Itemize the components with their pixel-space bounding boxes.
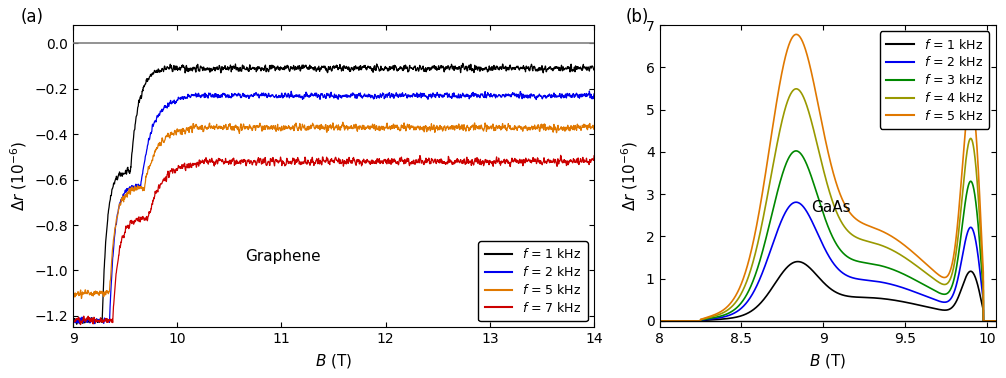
Text: (b): (b): [626, 8, 649, 26]
Text: GaAs: GaAs: [811, 200, 850, 215]
Text: (a): (a): [21, 8, 44, 26]
X-axis label: $B$ (T): $B$ (T): [809, 352, 846, 370]
Text: Graphene: Graphene: [245, 249, 321, 264]
Y-axis label: $\Delta r$ (10$^{-6}$): $\Delta r$ (10$^{-6}$): [8, 141, 29, 211]
Legend: $f$ = 1 kHz, $f$ = 2 kHz, $f$ = 3 kHz, $f$ = 4 kHz, $f$ = 5 kHz: $f$ = 1 kHz, $f$ = 2 kHz, $f$ = 3 kHz, $…: [880, 31, 989, 129]
Legend: $f$ = 1 kHz, $f$ = 2 kHz, $f$ = 5 kHz, $f$ = 7 kHz: $f$ = 1 kHz, $f$ = 2 kHz, $f$ = 5 kHz, $…: [479, 241, 588, 321]
Y-axis label: $\Delta r$ (10$^{-6}$): $\Delta r$ (10$^{-6}$): [620, 141, 640, 211]
X-axis label: $B$ (T): $B$ (T): [315, 352, 352, 370]
